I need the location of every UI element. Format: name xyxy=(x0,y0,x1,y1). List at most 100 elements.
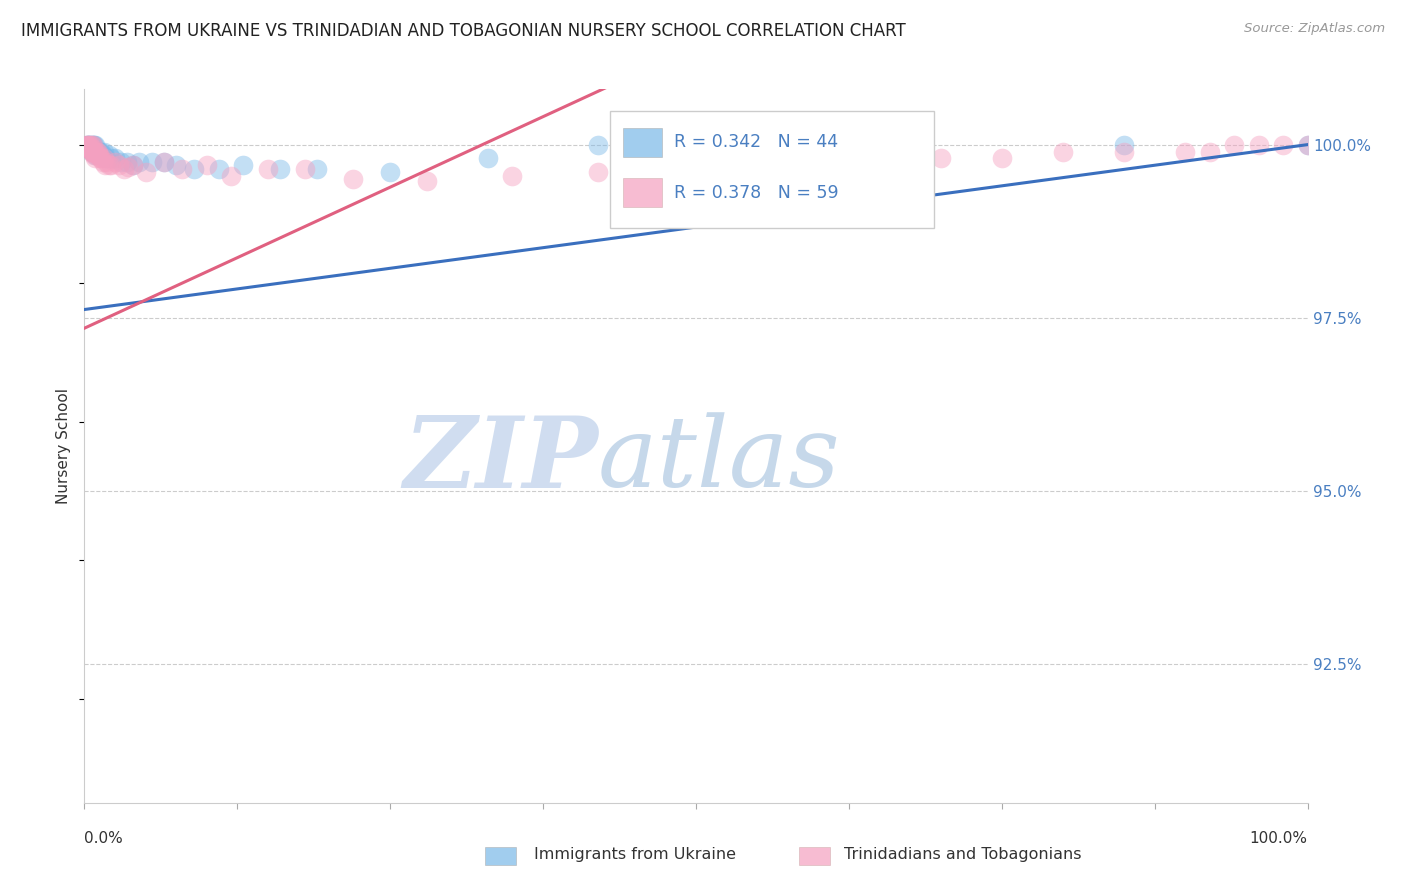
Point xyxy=(79,143,101,157)
Point xyxy=(1223,137,1246,152)
Point xyxy=(80,137,103,152)
Bar xyxy=(623,178,662,207)
Text: Immigrants from Ukraine: Immigrants from Ukraine xyxy=(534,847,737,862)
Point xyxy=(183,161,205,176)
Point xyxy=(117,160,139,174)
Point xyxy=(93,152,115,166)
Point xyxy=(342,172,364,186)
Point xyxy=(110,155,132,169)
Point xyxy=(477,152,499,166)
Point xyxy=(87,145,110,159)
Point xyxy=(87,148,110,162)
Point xyxy=(94,158,117,172)
Point xyxy=(83,145,105,159)
Point xyxy=(305,161,328,176)
Point xyxy=(84,152,107,166)
Text: ZIP: ZIP xyxy=(404,412,598,508)
Text: Trinidadians and Tobagonians: Trinidadians and Tobagonians xyxy=(844,847,1081,862)
Point xyxy=(87,145,110,159)
Point xyxy=(112,161,135,176)
Point xyxy=(294,161,316,176)
Point xyxy=(90,145,112,159)
Point xyxy=(89,152,111,166)
Point xyxy=(83,145,105,159)
Point xyxy=(77,137,100,152)
Point xyxy=(82,145,104,159)
Point xyxy=(747,137,769,152)
Point xyxy=(76,139,98,153)
Point xyxy=(141,155,163,169)
Point xyxy=(1296,137,1319,152)
Point xyxy=(80,137,103,152)
Point xyxy=(77,141,100,155)
Point xyxy=(104,152,127,166)
Point xyxy=(1247,137,1270,152)
Point xyxy=(84,137,107,152)
Point xyxy=(76,137,98,152)
Point xyxy=(208,161,231,176)
Point xyxy=(219,169,242,183)
Point xyxy=(87,145,110,159)
Point xyxy=(807,158,830,172)
Point xyxy=(79,137,101,152)
Point xyxy=(84,148,107,162)
Point xyxy=(79,141,101,155)
Point xyxy=(128,155,150,169)
Point xyxy=(685,165,707,179)
Point xyxy=(1114,137,1136,152)
Point xyxy=(586,165,609,179)
Text: R = 0.342   N = 44: R = 0.342 N = 44 xyxy=(673,133,838,151)
Point xyxy=(172,161,194,176)
Point xyxy=(586,137,609,152)
Point xyxy=(104,155,127,169)
Point xyxy=(153,155,176,169)
Point xyxy=(122,158,145,172)
Point xyxy=(93,145,115,159)
Text: Source: ZipAtlas.com: Source: ZipAtlas.com xyxy=(1244,22,1385,36)
Text: IMMIGRANTS FROM UKRAINE VS TRINIDADIAN AND TOBAGONIAN NURSERY SCHOOL CORRELATION: IMMIGRANTS FROM UKRAINE VS TRINIDADIAN A… xyxy=(21,22,905,40)
Point xyxy=(135,165,157,179)
Point xyxy=(83,137,105,152)
Point xyxy=(107,158,129,172)
Point xyxy=(77,137,100,152)
Point xyxy=(86,148,108,162)
Point xyxy=(96,155,118,169)
Point xyxy=(1114,145,1136,159)
Point xyxy=(165,158,187,172)
Point xyxy=(77,141,100,155)
Y-axis label: Nursery School: Nursery School xyxy=(56,388,72,504)
Point xyxy=(79,137,101,152)
Point xyxy=(232,158,254,172)
Point xyxy=(84,145,107,159)
Text: atlas: atlas xyxy=(598,413,841,508)
Point xyxy=(77,137,100,152)
Point xyxy=(100,152,122,166)
Text: R = 0.378   N = 59: R = 0.378 N = 59 xyxy=(673,184,838,202)
Point xyxy=(269,161,291,176)
Point xyxy=(86,145,108,159)
Point xyxy=(75,137,97,152)
Point xyxy=(80,145,103,159)
Point xyxy=(1052,145,1074,159)
Point xyxy=(91,155,114,169)
Point xyxy=(96,152,118,166)
Point xyxy=(380,165,402,179)
Point xyxy=(1272,137,1295,152)
Point xyxy=(991,152,1014,166)
Point xyxy=(1198,145,1220,159)
Point xyxy=(83,148,105,162)
Point xyxy=(195,158,218,172)
Point xyxy=(86,145,108,159)
Point xyxy=(82,145,104,160)
Text: 100.0%: 100.0% xyxy=(1250,830,1308,846)
Point xyxy=(91,148,114,162)
Point xyxy=(416,174,439,188)
Point xyxy=(115,155,138,169)
Point xyxy=(153,155,176,169)
Point xyxy=(122,158,145,172)
Point xyxy=(82,141,104,155)
Bar xyxy=(623,128,662,157)
Point xyxy=(77,137,100,152)
Point xyxy=(82,137,104,152)
Point xyxy=(77,141,100,155)
